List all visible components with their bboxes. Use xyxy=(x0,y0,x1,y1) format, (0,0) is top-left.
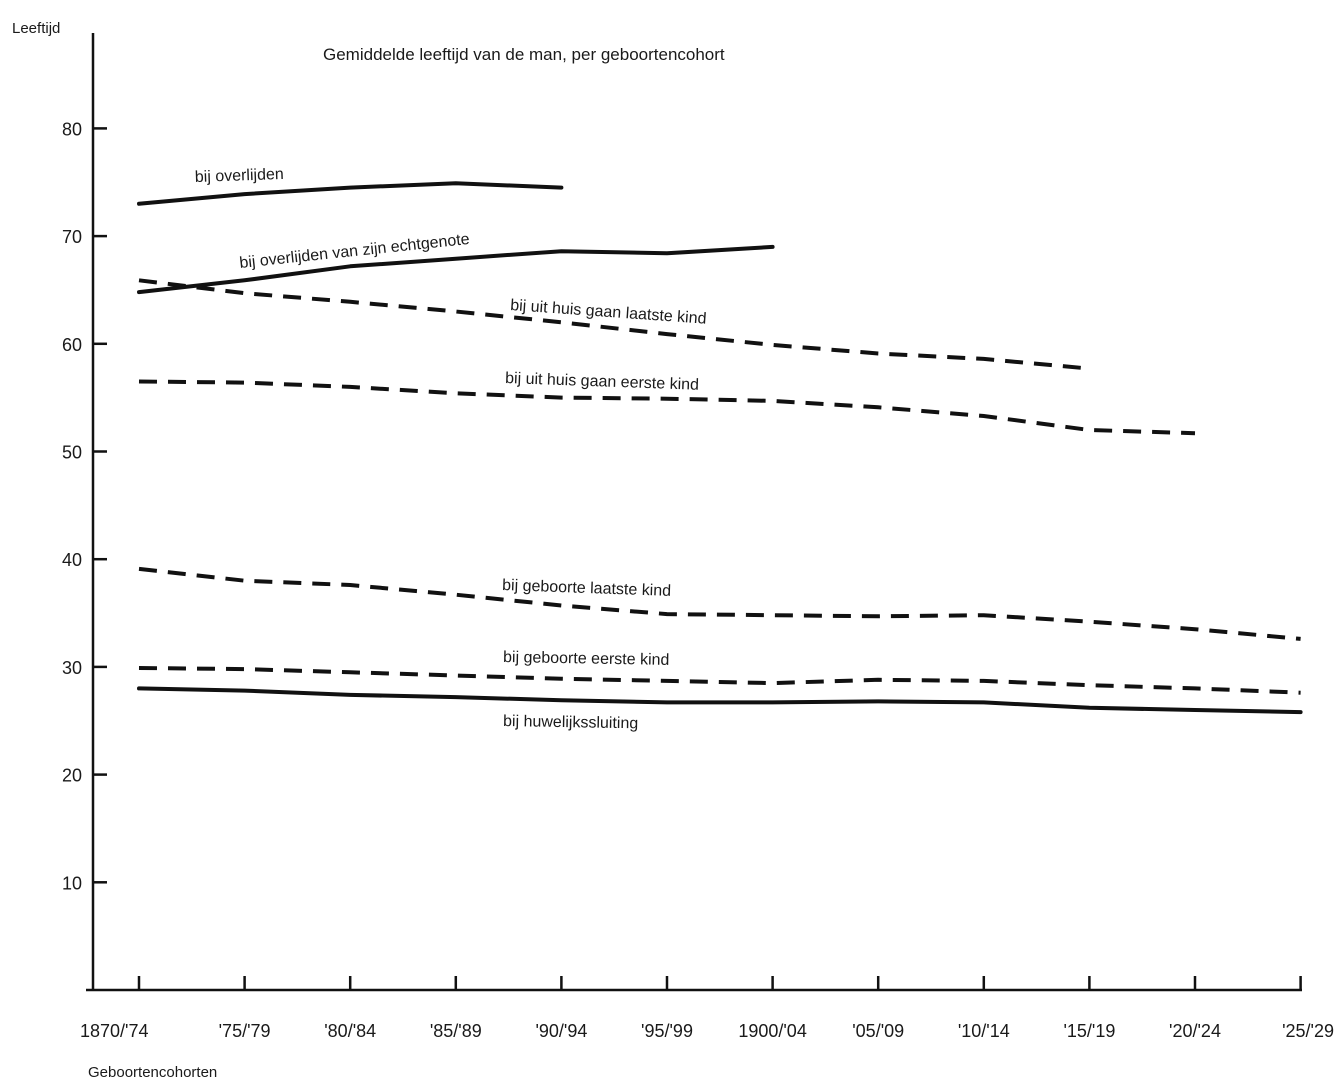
y-tick-label: 30 xyxy=(62,658,82,678)
x-tick-label: '25/'29 xyxy=(1282,1021,1334,1041)
x-tick-label: '20/'24 xyxy=(1169,1021,1221,1041)
series-line-uit-huis-laatste-kind xyxy=(138,278,1090,371)
chart-title: Gemiddelde leeftijd van de man, per gebo… xyxy=(323,45,725,64)
series-line-overlijden-echtgenote xyxy=(137,244,775,295)
y-tick-label: 40 xyxy=(62,550,82,570)
series-line-geboorte-eerste-kind xyxy=(138,666,1301,695)
x-tick-label: '80/'84 xyxy=(324,1021,376,1041)
series-line-uit-huis-eerste-kind xyxy=(138,379,1196,436)
x-tick-label: '15/'19 xyxy=(1063,1021,1115,1041)
x-tick-label: '75/'79 xyxy=(219,1021,271,1041)
y-tick-label: 60 xyxy=(62,335,82,355)
x-tick-label: '85/'89 xyxy=(430,1021,482,1041)
series-label-geboorte-laatste-kind: bij geboorte laatste kind xyxy=(502,577,671,600)
x-tick-label: '05/'09 xyxy=(852,1021,904,1041)
series-label-huwelijkssluiting: bij huwelijkssluiting xyxy=(503,713,638,732)
series-label-geboorte-eerste-kind: bij geboorte eerste kind xyxy=(503,649,670,669)
axes: 10 20 30 40 50 60 70 80 1870/'74 '75/'79 '80/'84 '8… xyxy=(62,33,1334,1041)
y-tick-label: 10 xyxy=(62,873,82,893)
series-line-geboorte-laatste-kind xyxy=(138,566,1301,641)
y-axis-title: Leeftijd xyxy=(12,20,60,37)
series-label-uit-huis-eerste-kind: bij uit huis gaan eerste kind xyxy=(505,370,699,394)
y-tick-label: 70 xyxy=(62,227,82,247)
y-tick-label: 50 xyxy=(62,443,82,463)
y-tick-label: 80 xyxy=(62,119,82,139)
x-axis-title: Geboortencohorten xyxy=(88,1064,217,1081)
series-label-overlijden: bij overlijden xyxy=(195,166,284,186)
x-tick-label: '95/'99 xyxy=(641,1021,693,1041)
x-tick-label: 1870/'74 xyxy=(80,1021,149,1041)
x-tick-label: '90/'94 xyxy=(535,1021,587,1041)
series-group xyxy=(137,181,1303,715)
series-line-huwelijkssluiting xyxy=(137,686,1303,715)
x-tick-label: '10/'14 xyxy=(958,1021,1010,1041)
series-line-overlijden xyxy=(137,181,564,206)
x-tick-label: 1900/'04 xyxy=(738,1021,807,1041)
y-tick-label: 20 xyxy=(62,766,82,786)
series-label-uit-huis-laatste-kind: bij uit huis gaan laatste kind xyxy=(510,297,707,328)
